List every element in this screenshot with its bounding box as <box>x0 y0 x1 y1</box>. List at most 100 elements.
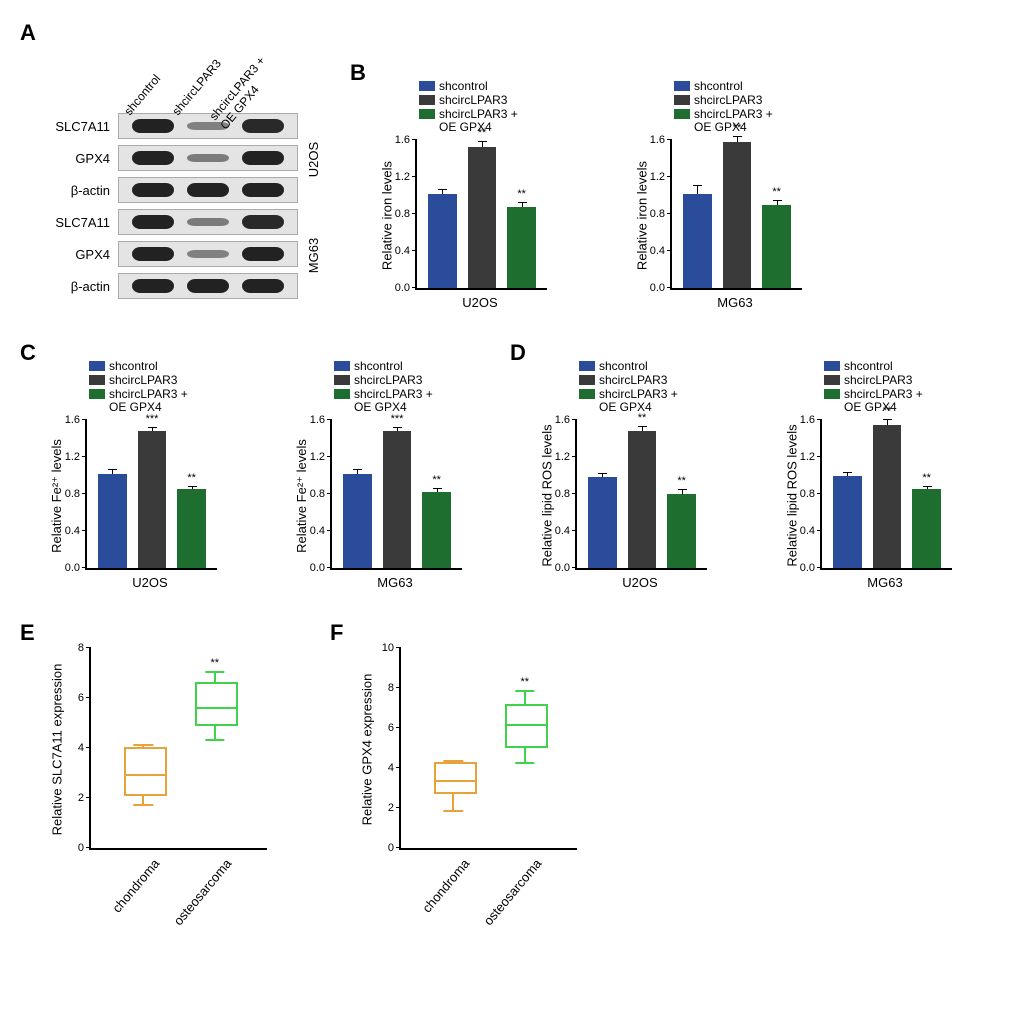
y-tick-label: 0.4 <box>555 525 577 537</box>
significance-marker: ** <box>211 657 220 669</box>
significance-marker: ** <box>478 127 487 139</box>
wb-band <box>242 247 284 261</box>
legend-swatch <box>419 95 435 105</box>
bar <box>98 474 127 568</box>
y-tick-label: 0.0 <box>800 562 822 574</box>
y-tick-label: 0.0 <box>650 282 672 294</box>
median-line <box>436 780 475 782</box>
wb-protein-label: SLC7A11 <box>40 215 118 230</box>
legend-item: shcircLPAR3 + OE GPX4 <box>824 388 923 414</box>
error-bar <box>697 185 698 193</box>
y-axis-label: Relative iron levels <box>635 142 650 290</box>
y-tick-label: 8 <box>388 682 401 694</box>
x-axis-label: U2OS <box>85 575 215 590</box>
error-bar <box>682 489 683 494</box>
y-tick-label: 4 <box>78 742 91 754</box>
legend-swatch <box>579 375 595 385</box>
error-bar <box>847 472 848 476</box>
median-line <box>507 724 546 726</box>
legend-item: shcontrol <box>674 80 773 93</box>
y-tick-label: 1.2 <box>395 171 417 183</box>
legend-item: shcircLPAR3 <box>334 374 433 387</box>
legend-swatch <box>824 389 840 399</box>
chart-axes: 0.00.40.81.21.6***** <box>85 420 217 570</box>
x-axis-label: MG63 <box>670 295 800 310</box>
y-tick-label: 4 <box>388 762 401 774</box>
legend-item: shcircLPAR3 + OE GPX4 <box>674 108 773 134</box>
chart-axes: 0.00.40.81.21.6**** <box>415 140 547 290</box>
wb-band <box>132 151 174 165</box>
y-tick-label: 0.4 <box>65 525 87 537</box>
box <box>124 747 167 796</box>
legend-swatch <box>824 361 840 371</box>
barchart-c-mg63: shcontrolshcircLPAR3shcircLPAR3 + OE GPX… <box>290 360 470 590</box>
bar: ** <box>507 207 536 288</box>
error-bar <box>357 469 358 474</box>
significance-marker: ** <box>432 474 441 486</box>
legend-text: shcircLPAR3 <box>694 94 762 107</box>
whisker-cap <box>205 671 224 673</box>
wb-band <box>187 183 229 197</box>
wb-row: SLC7A11 <box>40 112 298 140</box>
legend-text: shcircLPAR3 <box>439 94 507 107</box>
wb-band <box>132 247 174 261</box>
error-bar <box>437 488 438 492</box>
bar: ** <box>873 425 902 568</box>
legend-item: shcircLPAR3 <box>674 94 773 107</box>
y-tick-label: 2 <box>388 802 401 814</box>
legend-text: shcircLPAR3 <box>354 374 422 387</box>
wb-band <box>132 279 174 293</box>
error-bar <box>397 427 398 431</box>
legend-item: shcircLPAR3 <box>419 94 518 107</box>
y-axis-label: Relative SLC7A11 expression <box>50 650 65 850</box>
wb-band <box>187 154 229 162</box>
y-tick-label: 1.6 <box>65 414 87 426</box>
error-bar <box>192 486 193 490</box>
x-axis-label: MG63 <box>330 575 460 590</box>
legend-swatch <box>579 389 595 399</box>
bar: ** <box>628 431 657 568</box>
wb-band <box>242 151 284 165</box>
y-tick-label: 10 <box>382 642 401 654</box>
y-tick-label: 1.6 <box>800 414 822 426</box>
legend-item: shcircLPAR3 + OE GPX4 <box>89 388 188 414</box>
y-tick-label: 0.4 <box>310 525 332 537</box>
chart-axes: 0246810** <box>399 648 577 850</box>
legend: shcontrolshcircLPAR3shcircLPAR3 + OE GPX… <box>824 360 923 415</box>
chart-axes: 02468** <box>89 648 267 850</box>
significance-marker: ** <box>922 472 931 484</box>
panel-b-label: B <box>350 60 366 86</box>
x-category-label: osteosarcoma <box>475 856 544 935</box>
legend-text: shcircLPAR3 + OE GPX4 <box>109 388 188 414</box>
box <box>434 762 477 794</box>
y-tick-label: 0.4 <box>650 245 672 257</box>
box <box>505 704 548 748</box>
bar: *** <box>138 431 167 568</box>
panel-c-label: C <box>20 340 36 366</box>
legend-swatch <box>89 375 105 385</box>
bar: ** <box>912 489 941 568</box>
wb-row: β-actin <box>40 272 298 300</box>
barchart-b-u2os: shcontrolshcircLPAR3shcircLPAR3 + OE GPX… <box>375 80 555 310</box>
significance-marker: ** <box>638 412 647 424</box>
legend-item: shcircLPAR3 + OE GPX4 <box>419 108 518 134</box>
legend-swatch <box>674 109 690 119</box>
legend-item: shcircLPAR3 + OE GPX4 <box>579 388 678 414</box>
wb-cellline-u2os: U2OS <box>306 142 321 177</box>
legend-text: shcontrol <box>109 360 158 373</box>
y-tick-label: 0.8 <box>395 208 417 220</box>
y-axis-label: Relative GPX4 expression <box>360 650 375 850</box>
wb-protein-label: β-actin <box>40 279 118 294</box>
whisker-cap <box>134 744 153 746</box>
y-tick-label: 1.6 <box>310 414 332 426</box>
x-axis-label: MG63 <box>820 575 950 590</box>
legend-item: shcontrol <box>824 360 923 373</box>
y-tick-label: 1.6 <box>395 134 417 146</box>
bar: *** <box>383 431 412 568</box>
y-tick-label: 0.0 <box>65 562 87 574</box>
error-bar <box>887 419 888 425</box>
wb-row: β-actin <box>40 176 298 204</box>
barchart-d-mg63: shcontrolshcircLPAR3shcircLPAR3 + OE GPX… <box>780 360 960 590</box>
wb-band <box>187 122 229 130</box>
whisker-cap <box>205 739 224 741</box>
